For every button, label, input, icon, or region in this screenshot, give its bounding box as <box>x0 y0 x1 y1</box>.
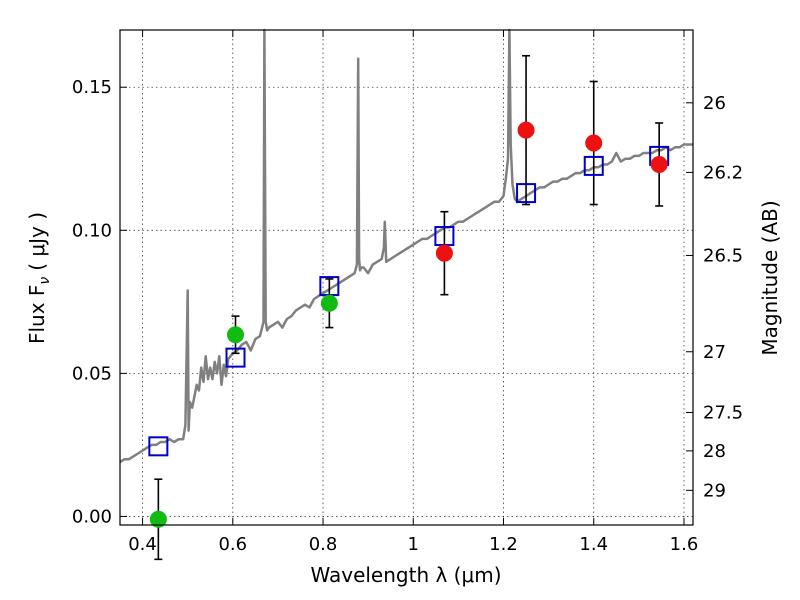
observed-flux-marker <box>227 326 245 344</box>
y2-tick-label: 26.5 <box>703 245 743 266</box>
observed-flux-marker <box>650 155 668 173</box>
y2-tick-label: 29 <box>703 480 726 501</box>
model-photometry-marker <box>583 155 604 176</box>
tick-labels: 0.4 0.6 0.8 1 1.2 1.4 1.6 0.00 0.05 0.10 0.15 26 26.… <box>72 77 743 555</box>
y2-tick-label: 26 <box>703 93 726 114</box>
tick-marks <box>120 30 693 525</box>
y-axis-label: Flux Fν ( μJy ) <box>25 212 53 344</box>
y-axis-label-subscript: ν <box>37 277 53 285</box>
observed-flux-marker <box>585 134 603 152</box>
y-tick-label: 0.00 <box>72 506 112 527</box>
spectrum-layer <box>119 28 693 464</box>
x-tick-label: 1 <box>408 534 419 555</box>
marker-layer <box>148 121 670 528</box>
y2-tick-label: 28 <box>703 441 726 462</box>
model-photometry-marker <box>225 347 246 368</box>
spectrum-line <box>119 28 693 464</box>
grid <box>120 30 693 525</box>
y-axis-label-units: ( μJy ) <box>25 212 49 271</box>
x-tick-label: 0.8 <box>309 534 338 555</box>
y2-axis-label: Magnitude (AB) <box>758 200 782 355</box>
x-tick-label: 0.4 <box>128 534 157 555</box>
y-axis-label-text: Flux F <box>25 285 49 344</box>
plot-frame <box>119 29 694 526</box>
model-photometry-marker <box>516 183 537 204</box>
observed-flux-marker <box>435 244 453 262</box>
x-tick-label: 1.2 <box>489 534 518 555</box>
x-axis-label: Wavelength λ (μm) <box>310 563 501 587</box>
y-tick-label: 0.10 <box>72 220 112 241</box>
x-tick-label: 1.4 <box>579 534 608 555</box>
y-tick-label: 0.15 <box>72 77 112 98</box>
y2-tick-label: 27 <box>703 342 726 363</box>
observed-flux-marker <box>149 510 167 528</box>
observed-flux-marker <box>320 294 338 312</box>
observed-flux-marker <box>517 121 535 139</box>
y-tick-label: 0.05 <box>72 363 112 384</box>
x-tick-label: 0.6 <box>218 534 247 555</box>
errorbar-layer <box>154 54 664 561</box>
y2-tick-label: 26.2 <box>703 162 743 183</box>
y2-tick-label: 27.5 <box>703 403 743 424</box>
x-tick-label: 1.6 <box>670 534 699 555</box>
model-photometry-marker <box>148 436 169 457</box>
